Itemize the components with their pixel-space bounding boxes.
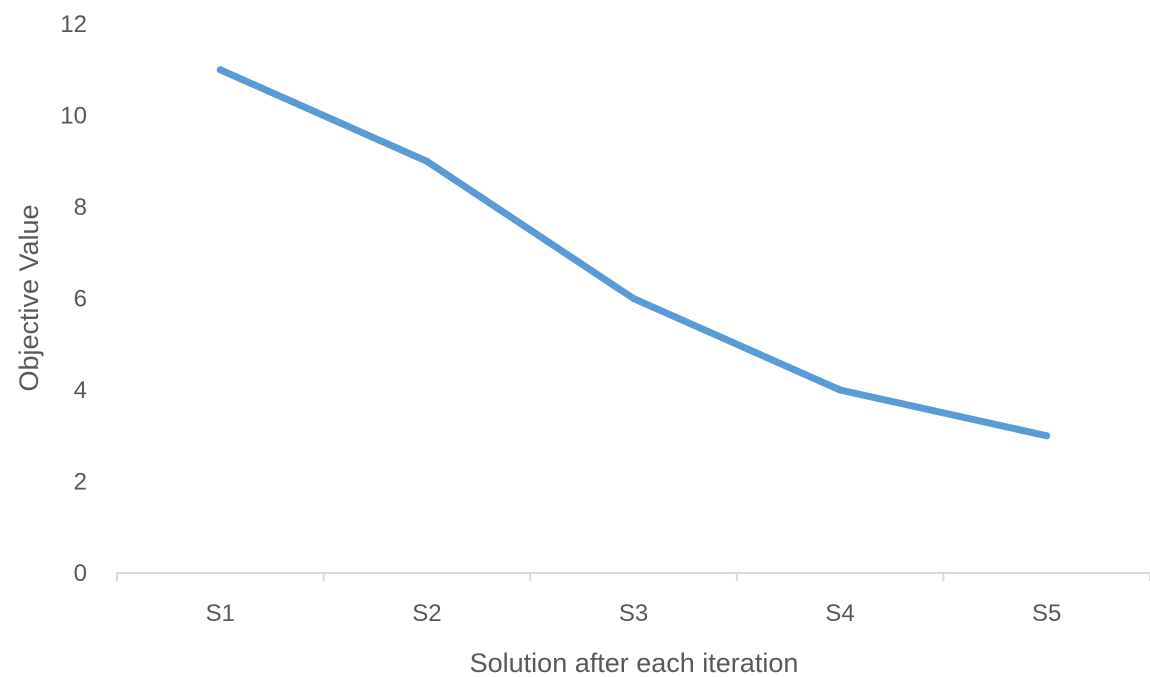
y-tick-label: 0 [74,560,87,587]
y-axis-ticks: 0 2 4 6 8 10 12 [60,11,87,587]
x-tick-label: S4 [825,600,854,627]
x-tick-label: S3 [619,600,648,627]
y-tick-label: 6 [74,286,87,313]
y-tick-label: 10 [60,103,87,130]
x-tick-label: S5 [1032,600,1061,627]
data-point [630,295,637,302]
series-line [216,66,1051,440]
y-tick-label: 2 [74,469,87,496]
y-axis-title: Objective Value [14,204,44,391]
data-point [216,66,224,74]
x-axis-tick-marks [116,573,1150,581]
data-point [836,386,844,394]
data-point [1043,432,1051,440]
data-points [216,66,1051,440]
x-tick-label: S2 [412,600,441,627]
x-axis-labels: S1 S2 S3 S4 S5 [206,600,1062,627]
x-axis-title: Solution after each iteration [470,648,799,677]
x-tick-label: S1 [206,600,235,627]
data-point [423,157,431,165]
y-tick-label: 4 [74,377,87,404]
y-tick-label: 8 [74,194,87,221]
y-tick-label: 12 [60,11,87,38]
